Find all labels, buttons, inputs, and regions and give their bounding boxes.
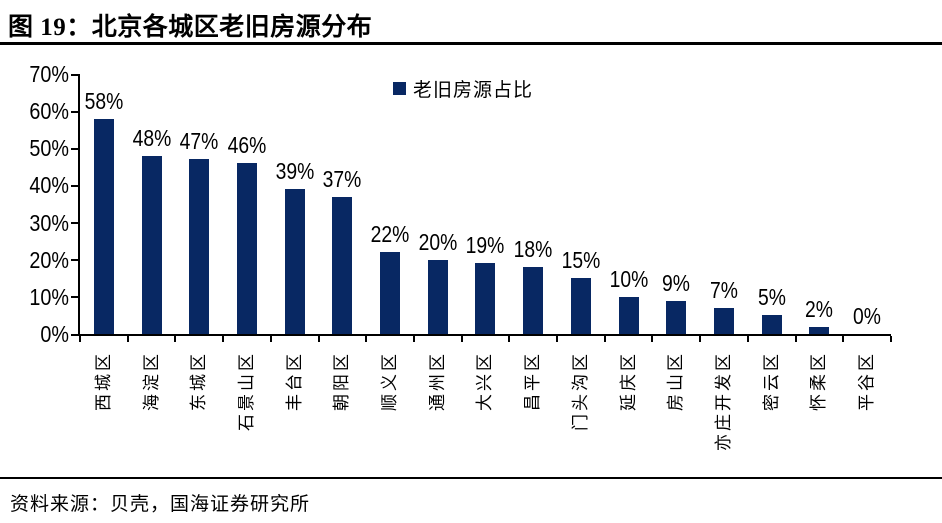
x-axis-tick [365, 336, 368, 342]
x-category-label-text: 东城区 [189, 351, 209, 411]
x-category-label-text: 大兴区 [475, 351, 495, 411]
bar [618, 296, 639, 334]
bar-value-label: 58% [84, 87, 124, 114]
x-axis-tick [699, 336, 702, 342]
bar-value-label: 22% [370, 221, 410, 248]
bar [284, 189, 305, 334]
x-axis-tick [412, 336, 415, 342]
x-axis-line [78, 334, 891, 336]
x-category-label-text: 平谷区 [857, 351, 877, 411]
y-axis-tick [71, 333, 78, 336]
figure-title: 图 19：北京各城区老旧房源分布 [8, 14, 373, 41]
y-tick-label: 70% [29, 61, 69, 87]
x-category-label-text: 延庆区 [618, 351, 638, 411]
y-tick-label: 30% [29, 209, 69, 236]
y-tick-label: 0% [40, 321, 69, 347]
title-divider-line [0, 42, 942, 45]
bar-value-label: 20% [418, 228, 458, 255]
y-axis-tick [71, 259, 78, 262]
x-category-label-text: 海淀区 [141, 351, 161, 411]
x-category-label-text: 门头沟区 [570, 351, 590, 431]
x-axis-tick [460, 336, 463, 342]
x-axis-tick [556, 336, 558, 342]
x-axis-tick [889, 336, 892, 342]
bar-value-label: 15% [561, 247, 601, 274]
x-category-label-text: 顺义区 [380, 351, 400, 411]
x-axis-tick [126, 336, 129, 342]
x-axis-tick [794, 336, 797, 342]
bar-value-label: 46% [227, 132, 267, 159]
x-category-label-text: 朝阳区 [332, 351, 352, 411]
bar [141, 155, 162, 334]
x-category-label-text: 石景山区 [236, 351, 256, 431]
bar-value-label: 7% [709, 277, 738, 303]
bar [570, 278, 591, 334]
bar [809, 326, 830, 334]
y-axis-tick [71, 222, 78, 225]
y-axis-tick [71, 73, 78, 76]
y-tick-label: 50% [29, 135, 69, 162]
y-axis-tick [71, 296, 78, 299]
x-axis-tick [603, 336, 606, 342]
bar-value-label: 37% [322, 165, 362, 192]
legend-swatch [393, 82, 406, 95]
x-axis-tick [174, 336, 177, 342]
y-axis-line [78, 74, 80, 336]
bar-value-label: 0% [853, 303, 882, 329]
bar [236, 163, 257, 334]
bar-value-label: 39% [275, 158, 314, 185]
y-tick-label: 20% [29, 246, 69, 273]
source-note: 资料来源：贝壳，国海证券研究所 [10, 494, 311, 515]
x-axis-tick [317, 336, 320, 342]
bar [93, 118, 114, 334]
bar-value-label: 18% [513, 236, 553, 263]
y-axis-tick [71, 147, 78, 150]
bar [189, 159, 210, 334]
bar [666, 300, 687, 334]
bar-value-label: 2% [805, 295, 834, 322]
x-axis-tick [79, 336, 81, 342]
x-category-label-text: 通州区 [427, 351, 447, 411]
x-category-label-text: 丰台区 [284, 351, 304, 411]
x-category-label-text: 房山区 [666, 351, 686, 411]
bar [380, 252, 401, 334]
x-category-label-text: 西城区 [93, 351, 113, 411]
bar-value-label: 5% [757, 284, 786, 311]
bar [332, 196, 353, 334]
bar [713, 308, 734, 334]
y-axis-tick [71, 184, 78, 187]
x-axis-tick [269, 336, 272, 342]
x-axis-tick [842, 336, 845, 342]
y-tick-label: 40% [29, 172, 69, 199]
x-axis-tick [222, 336, 225, 342]
x-category-label-text: 昌平区 [523, 351, 543, 411]
bar-chart: 老旧房源占比 0% 10% 20% 30% 40% 50% 60% 70% 58% 西城区 48% 海… [0, 45, 942, 477]
bar [475, 263, 496, 334]
bar-value-label: 47% [179, 128, 219, 155]
bar [523, 267, 544, 334]
x-axis-tick [746, 336, 749, 342]
y-tick-label: 60% [29, 98, 69, 125]
y-tick-label: 10% [29, 283, 69, 310]
x-axis-tick [651, 336, 654, 342]
bar-value-label: 10% [609, 265, 648, 292]
bar [427, 259, 448, 334]
y-axis-tick [71, 110, 78, 113]
bar-value-label: 19% [466, 232, 505, 259]
x-category-label-text: 密云区 [761, 351, 781, 411]
legend-label: 老旧房源占比 [413, 80, 534, 101]
x-axis-tick [508, 336, 511, 342]
bar-value-label: 48% [132, 124, 171, 151]
bar [761, 315, 782, 334]
x-category-label-text: 亦庄开发区 [713, 351, 733, 451]
x-category-label-text: 怀柔区 [809, 351, 829, 411]
bar-value-label: 9% [662, 269, 691, 296]
chart-legend: 老旧房源占比 [393, 75, 533, 102]
footer-divider-line [0, 477, 942, 479]
